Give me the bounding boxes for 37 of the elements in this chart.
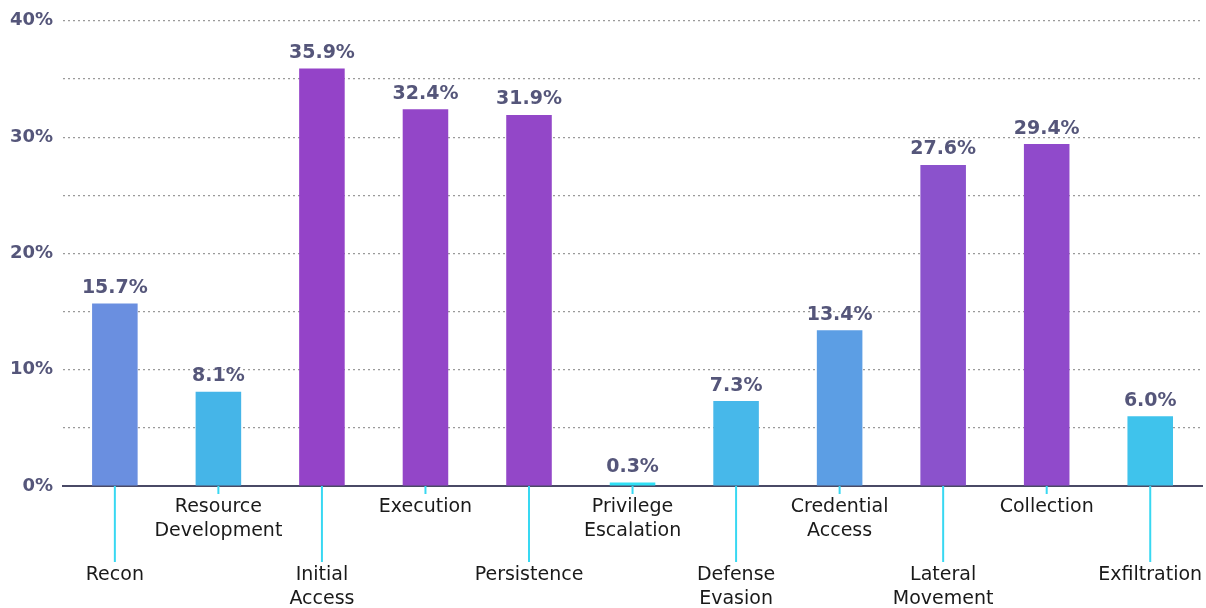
bar xyxy=(1023,144,1070,486)
data-label: 8.1% xyxy=(192,363,245,386)
x-tick-label: Defense Evasion xyxy=(696,562,776,608)
x-tick-label: Recon xyxy=(85,562,144,584)
bar xyxy=(195,391,242,486)
data-label: 29.4% xyxy=(1013,115,1080,138)
x-tick-label: Persistence xyxy=(474,562,584,584)
data-label: 7.3% xyxy=(709,372,763,395)
data-label: 31.9% xyxy=(496,86,562,109)
bar xyxy=(920,165,966,486)
data-label: 0.3% xyxy=(606,453,659,476)
data-label: 35.9% xyxy=(288,39,355,62)
y-tick-label: 0% xyxy=(22,473,54,495)
bar xyxy=(1127,416,1174,486)
data-label: 32.4% xyxy=(392,80,459,103)
x-tick-label: Exfiltration xyxy=(1098,562,1203,584)
y-tick-label: 20% xyxy=(9,241,54,263)
bar xyxy=(713,401,759,486)
x-tick-label: Initial Access xyxy=(289,562,355,608)
bar xyxy=(299,68,345,486)
y-tick-label: 30% xyxy=(9,124,54,146)
x-tick-label: Collection xyxy=(999,494,1094,516)
x-tick-label: Credential Access xyxy=(790,494,889,540)
data-label: 6.0% xyxy=(1123,387,1177,410)
data-label: 15.7% xyxy=(81,274,148,297)
y-tick-label: 40% xyxy=(9,8,54,30)
bar xyxy=(92,303,138,486)
data-label: 27.6% xyxy=(910,136,977,159)
x-tick-label: Lateral Movement xyxy=(892,562,994,608)
bar xyxy=(816,330,863,486)
y-tick-label: 10% xyxy=(9,357,54,379)
data-label: 13.4% xyxy=(806,301,873,324)
bar xyxy=(402,109,449,486)
x-tick-label: Execution xyxy=(378,494,473,516)
bar xyxy=(506,115,552,486)
x-tick-label: Resource Development xyxy=(154,494,283,540)
x-tick-label: Privilege Escalation xyxy=(583,494,682,540)
